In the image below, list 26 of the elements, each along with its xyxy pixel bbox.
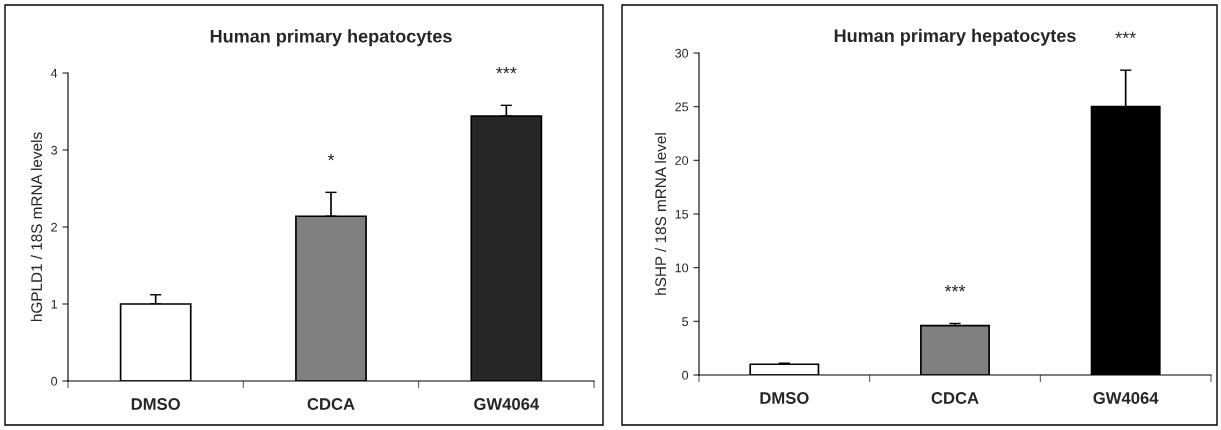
y-tick-label: 5 xyxy=(682,317,689,326)
annotation: *** xyxy=(944,285,966,292)
y-tick-label: 10 xyxy=(675,263,689,273)
x-tick-label: CDCA xyxy=(307,398,355,410)
x-tick-label: DMSO xyxy=(131,398,180,410)
annotation: *** xyxy=(496,66,517,74)
y-tick-label: 20 xyxy=(675,156,689,165)
y-tick-label: 4 xyxy=(50,68,58,78)
x-tick-label: GW4064 xyxy=(1093,392,1159,404)
y-tick-label: 1 xyxy=(51,299,57,309)
y-tick-label: 0 xyxy=(682,370,689,380)
y-tick-label: 0 xyxy=(51,376,58,386)
text: *** xyxy=(1115,31,1136,39)
chart-title: Human primary hepatocytes xyxy=(834,28,1076,46)
x-tick-label: CDCA xyxy=(931,392,979,404)
y-axis-title: hGPLD1 / 18S mRNA levels xyxy=(30,132,43,322)
chart-title: Human primary hepatocytes xyxy=(210,29,452,47)
x-tick-label: DMSO xyxy=(760,392,809,404)
y-tick-label: 15 xyxy=(675,209,689,219)
annotation: * xyxy=(327,153,335,161)
y-tick-label: 25 xyxy=(675,102,689,112)
x-tick-label: GW4064 xyxy=(474,398,540,410)
y-tick-label: 3 xyxy=(51,145,58,155)
y-tick-label: 2 xyxy=(51,222,57,232)
y-tick-label: 30 xyxy=(675,48,689,58)
y-axis-title: hSHP / 18S mRNA level xyxy=(654,133,667,295)
